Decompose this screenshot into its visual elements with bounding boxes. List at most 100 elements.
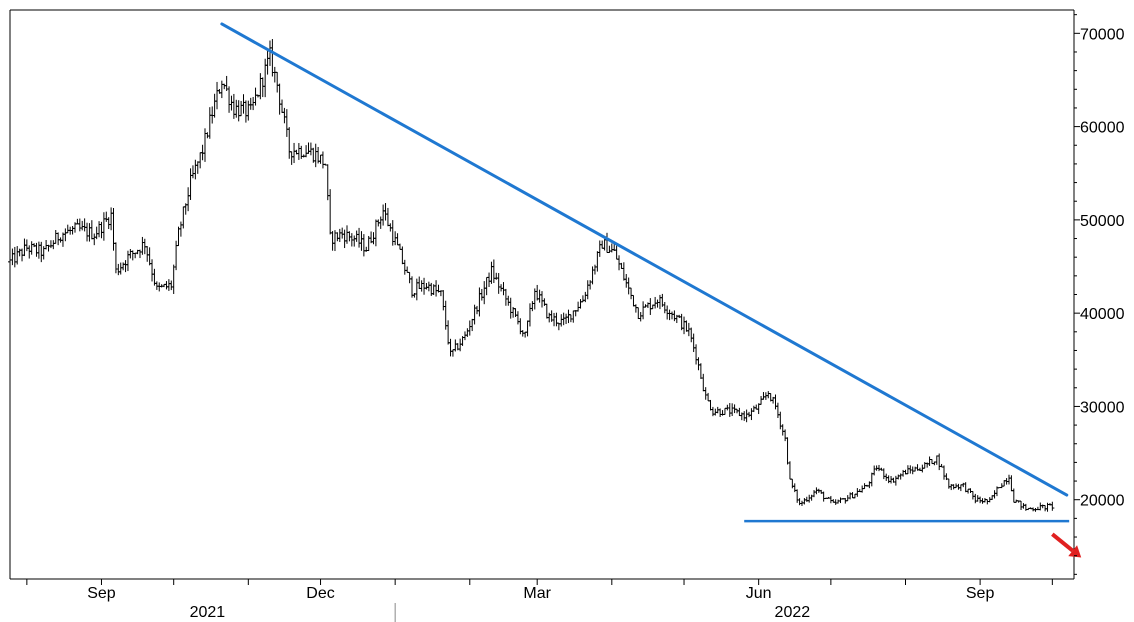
ohlc-bar [672, 310, 677, 322]
ohlc-bar [552, 312, 557, 327]
ohlc-bar [284, 109, 289, 137]
ohlc-bar [1038, 502, 1043, 511]
ohlc-bar [48, 240, 53, 249]
ohlc-bar [766, 391, 771, 399]
ohlc-bar [414, 278, 419, 301]
ohlc-bar [662, 301, 667, 314]
ohlc-bar [963, 482, 968, 493]
ohlc-bar [648, 298, 653, 315]
ohlc-bar [181, 206, 186, 229]
ohlc-bar [133, 252, 138, 259]
ohlc-bar [698, 363, 703, 379]
ohlc-bar [547, 312, 552, 323]
ohlc-bar [898, 473, 903, 480]
ohlc-bar [667, 309, 672, 321]
ohlc-bar [147, 247, 152, 266]
ohlc-bar [1009, 475, 1014, 492]
ohlc-bar [260, 77, 265, 98]
ohlc-bar [178, 221, 183, 237]
ohlc-bar [475, 305, 480, 315]
ohlc-bar [970, 491, 975, 500]
ohlc-bar [787, 461, 792, 480]
ohlc-bar [125, 250, 130, 272]
ohlc-bar [253, 87, 258, 106]
ohlc-bar [814, 487, 819, 495]
ohlc-bar [364, 246, 369, 252]
ohlc-bar [400, 246, 405, 265]
ohlc-bar [306, 142, 311, 154]
ohlc-bar [487, 272, 492, 288]
ohlc-bar [956, 483, 961, 490]
ohlc-bar [282, 107, 287, 124]
ohlc-bar [523, 331, 528, 338]
ohlc-bar [535, 284, 540, 301]
ohlc-bar [951, 484, 956, 490]
ohlc-bar [335, 232, 340, 242]
ohlc-bar [1011, 488, 1016, 503]
ohlc-bar [193, 159, 198, 180]
ohlc-bar [585, 280, 590, 300]
ohlc-bar [378, 216, 383, 229]
ohlc-bar [559, 314, 564, 327]
ohlc-bar [222, 83, 227, 90]
ohlc-bar [292, 142, 297, 164]
ohlc-bar [287, 127, 292, 159]
ohlc-bar [619, 262, 624, 269]
ohlc-bar [410, 276, 415, 298]
ohlc-bar [419, 280, 424, 292]
x-tick-label: Mar [523, 585, 551, 602]
ohlc-bar [458, 338, 463, 352]
ohlc-bar [116, 263, 121, 276]
ohlc-bar [470, 318, 475, 332]
ohlc-bar [10, 248, 15, 266]
ohlc-bar [869, 472, 874, 487]
ohlc-bar [937, 453, 942, 471]
ohlc-bar [299, 145, 304, 159]
ohlc-bar [641, 301, 646, 320]
ohlc-bar [973, 493, 978, 504]
ohlc-bar [877, 464, 882, 472]
ohlc-bar [537, 289, 542, 303]
ohlc-bar [479, 288, 484, 301]
ohlc-bar [484, 276, 489, 296]
ohlc-bar [893, 475, 898, 486]
ohlc-bar [489, 261, 494, 284]
ohlc-bar [597, 240, 602, 257]
ohlc-bar [617, 255, 622, 271]
ohlc-bar [395, 233, 400, 246]
ohlc-bar [154, 281, 159, 290]
ohlc-bar [631, 294, 636, 307]
ohlc-bar [821, 491, 826, 502]
ohlc-bar [708, 399, 713, 411]
ohlc-bar [503, 288, 508, 306]
ohlc-bar [359, 231, 364, 251]
ohlc-bar [925, 462, 930, 468]
ohlc-bar [104, 211, 109, 222]
ohlc-bar [361, 234, 366, 257]
ohlc-bar [373, 219, 378, 247]
ohlc-bar [82, 218, 87, 232]
ohlc-bar [85, 222, 90, 242]
ohlc-bar [92, 233, 97, 246]
ohlc-bar [942, 465, 947, 480]
ohlc-bar [239, 100, 244, 117]
ohlc-bar [407, 271, 412, 284]
ohlc-bar [34, 242, 39, 257]
ohlc-bar [896, 474, 901, 480]
ohlc-bar [850, 492, 855, 499]
ohlc-bar [354, 230, 359, 242]
ohlc-bar [210, 106, 215, 124]
ohlc-bar [219, 80, 224, 99]
ohlc-bar [590, 266, 595, 285]
ohlc-bar [934, 455, 939, 465]
ohlc-bar [595, 251, 600, 272]
ohlc-bar [802, 498, 807, 505]
ohlc-bar [886, 475, 891, 484]
ohlc-bar [56, 232, 61, 246]
ohlc-bar [761, 392, 766, 400]
ohlc-bar [448, 338, 453, 357]
ohlc-bar [241, 94, 246, 114]
ohlc-bar [583, 291, 588, 303]
ohlc-bar [243, 100, 248, 123]
ohlc-bar [137, 249, 142, 259]
